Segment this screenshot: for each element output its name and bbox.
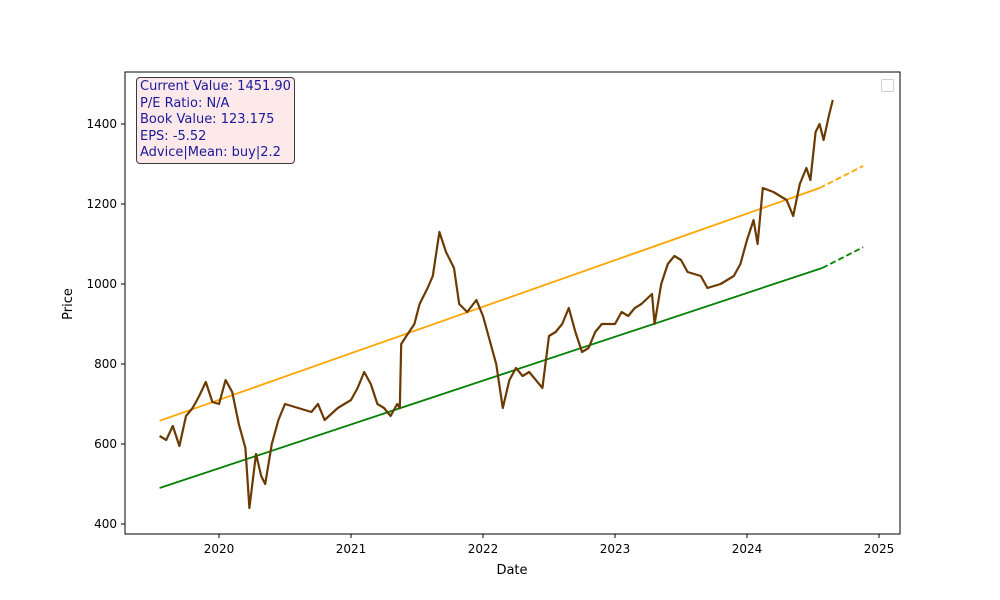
pe-ratio: P/E Ratio: N/A [140, 95, 230, 111]
upper-trend-line [159, 187, 820, 422]
x-tick-label: 2022 [468, 542, 499, 556]
y-tick-label: 1400 [86, 117, 117, 131]
series-layer [159, 99, 864, 510]
advice-mean: Advice|Mean: buy|2.2 [140, 145, 281, 160]
x-tick-label: 2024 [732, 542, 763, 556]
book-value: Book Value: 123.175 [140, 112, 275, 127]
y-tick-label: 800 [94, 357, 117, 371]
info-box: Current Value: 1451.90 P/E Ratio: N/A Bo… [136, 77, 295, 164]
y-axis: 400 600 800 1000 1200 1400 [86, 117, 125, 531]
x-tick-label: 2020 [204, 542, 235, 556]
x-tick-label: 2023 [600, 542, 631, 556]
eps: EPS: -5.52 [140, 128, 207, 144]
x-tick-label: 2025 [864, 542, 895, 556]
x-axis-label: Date [496, 563, 527, 578]
y-tick-label: 600 [94, 437, 117, 451]
price-line [159, 99, 834, 510]
lower-trend-forecast-line [821, 246, 864, 269]
x-tick-label: 2021 [336, 542, 367, 556]
y-axis-label: Price [61, 288, 76, 320]
current-value: Current Value: 1451.90 [140, 79, 291, 94]
y-tick-label: 1000 [86, 277, 117, 291]
upper-trend-forecast-line [819, 165, 864, 189]
y-tick-label: 400 [94, 517, 117, 531]
y-tick-label: 1200 [86, 197, 117, 211]
x-axis: 2020 2021 2022 2023 2024 2025 [204, 534, 895, 556]
empty-legend [881, 79, 894, 92]
